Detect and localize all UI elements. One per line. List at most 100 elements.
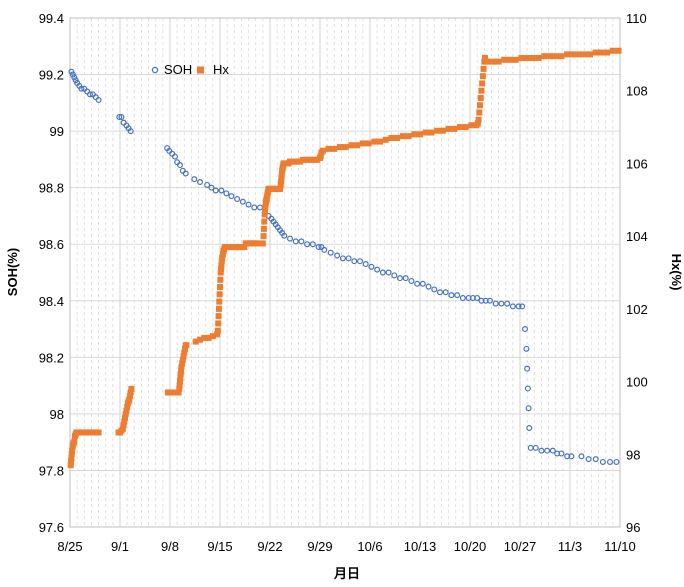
hx-point bbox=[215, 320, 222, 327]
hx-point bbox=[477, 102, 483, 109]
hx-point bbox=[615, 47, 622, 54]
hx-point bbox=[399, 133, 406, 140]
hx-point bbox=[123, 407, 130, 414]
hx-point bbox=[518, 54, 525, 61]
hx-point bbox=[178, 367, 185, 374]
hx-point bbox=[474, 120, 481, 127]
hx-point bbox=[119, 425, 126, 432]
hx-point bbox=[68, 458, 75, 465]
y-left-tick-label: 99.2 bbox=[39, 68, 64, 83]
soh-point bbox=[321, 246, 328, 253]
soh-point bbox=[228, 193, 235, 200]
hx-point bbox=[359, 140, 366, 147]
hx-point bbox=[262, 204, 269, 211]
hx-point bbox=[587, 51, 593, 58]
soh-point bbox=[385, 269, 392, 276]
hx-point bbox=[331, 145, 338, 152]
soh-point bbox=[524, 385, 531, 392]
hx-point bbox=[365, 140, 372, 147]
hx-point bbox=[67, 462, 74, 469]
hx-point bbox=[457, 124, 463, 131]
soh-point bbox=[362, 261, 369, 268]
hx-point bbox=[478, 87, 485, 94]
hx-point bbox=[205, 334, 212, 341]
y-left-tick-label: 99 bbox=[50, 124, 64, 139]
hx-point bbox=[277, 185, 283, 192]
hx-point bbox=[278, 171, 285, 178]
soh-point bbox=[116, 113, 123, 120]
soh-point bbox=[172, 153, 179, 160]
y-right-tick-label: 110 bbox=[626, 11, 647, 26]
y-right-tick-labels: 96 98 100 102 104 106 108 110 bbox=[626, 11, 648, 535]
hx-point bbox=[122, 411, 129, 418]
soh-point bbox=[204, 181, 211, 188]
y-left-tick-label: 97.8 bbox=[39, 463, 64, 478]
soh-point bbox=[524, 365, 531, 372]
y-right-tick-label: 106 bbox=[626, 156, 648, 171]
hx-point bbox=[127, 393, 133, 400]
soh-point bbox=[339, 255, 346, 262]
hx-point bbox=[192, 338, 199, 345]
major-gridlines bbox=[69, 17, 621, 528]
hx-point bbox=[218, 262, 225, 269]
hx-point bbox=[218, 265, 225, 272]
hx-point bbox=[183, 342, 190, 349]
y-left-tick-label: 97.6 bbox=[39, 520, 64, 535]
hx-point bbox=[434, 127, 441, 134]
y-left-axis-title: SOH(%) bbox=[5, 248, 20, 296]
y-right-tick-label: 100 bbox=[626, 375, 648, 390]
soh-point bbox=[525, 405, 532, 412]
hx-point bbox=[259, 240, 266, 247]
soh-point bbox=[419, 280, 426, 287]
soh-point bbox=[397, 275, 404, 282]
soh-point bbox=[191, 176, 198, 183]
soh-point bbox=[402, 275, 409, 282]
hx-point bbox=[475, 116, 482, 123]
hx-point bbox=[219, 254, 226, 261]
soh-point bbox=[585, 456, 592, 463]
hx-point bbox=[477, 94, 484, 101]
hx-point bbox=[512, 56, 519, 63]
soh-point bbox=[391, 272, 398, 279]
hx-point bbox=[176, 382, 183, 389]
soh-point bbox=[414, 280, 421, 287]
soh-point bbox=[549, 447, 556, 454]
hx-point bbox=[71, 438, 78, 445]
hx-point bbox=[382, 136, 389, 143]
hx-point bbox=[217, 284, 223, 291]
hx-point bbox=[558, 53, 565, 60]
hx-point bbox=[337, 144, 343, 151]
hx-point bbox=[535, 54, 542, 61]
hx-point bbox=[176, 385, 183, 392]
hx-point bbox=[216, 291, 223, 298]
hx-point bbox=[209, 333, 216, 340]
soh-point bbox=[177, 162, 184, 169]
hx-point bbox=[489, 58, 496, 65]
hx-point bbox=[177, 378, 183, 385]
soh-point bbox=[374, 266, 381, 273]
hx-point bbox=[394, 134, 401, 141]
soh-point bbox=[327, 249, 334, 256]
hx-point bbox=[524, 54, 531, 61]
soh-point bbox=[523, 345, 530, 352]
hx-point bbox=[476, 109, 483, 116]
hx-point bbox=[127, 389, 134, 396]
hx-point bbox=[262, 207, 268, 214]
y-left-tick-label: 99.4 bbox=[39, 11, 64, 26]
x-tick-label: 10/27 bbox=[504, 539, 537, 554]
x-tick-label: 9/15 bbox=[207, 539, 232, 554]
y-right-tick-label: 96 bbox=[626, 520, 640, 535]
hx-point bbox=[569, 51, 576, 58]
hx-point bbox=[68, 454, 75, 461]
soh-point bbox=[437, 289, 444, 296]
hx-point bbox=[547, 53, 553, 60]
hx-point bbox=[260, 225, 267, 232]
hx-point bbox=[218, 258, 225, 265]
hx-point bbox=[411, 131, 418, 138]
soh-point bbox=[448, 292, 455, 299]
soh-point bbox=[182, 170, 189, 177]
y-left-tick-label: 98.2 bbox=[39, 350, 64, 365]
hx-point bbox=[317, 153, 324, 160]
y-right-tick-label: 102 bbox=[626, 302, 648, 317]
soh-point bbox=[379, 269, 386, 276]
